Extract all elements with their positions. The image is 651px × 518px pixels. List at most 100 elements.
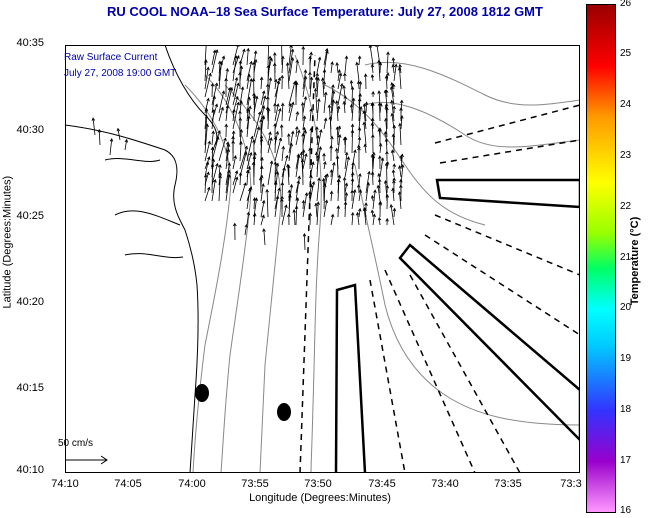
- current-vector-arrow: [343, 136, 348, 154]
- colorbar-tick: 24: [620, 99, 632, 110]
- current-vector-arrow: [252, 61, 256, 82]
- current-vector-arrow: [259, 76, 264, 90]
- current-vector-arrow: [295, 125, 299, 138]
- y-tick-label: 40:15: [16, 382, 44, 394]
- current-vector-arrow: [225, 173, 231, 202]
- current-vector-arrow: [392, 179, 396, 194]
- current-vector-arrow: [322, 152, 326, 162]
- current-vector-arrow: [365, 170, 371, 194]
- current-vector-arrow: [330, 84, 335, 106]
- current-vector-arrow: [337, 134, 342, 154]
- current-vector-arrow: [232, 45, 240, 66]
- current-vector-arrow: [233, 222, 237, 241]
- current-vector-arrow: [393, 63, 398, 82]
- current-vector-arrow: [218, 171, 222, 186]
- current-vector-arrow: [350, 189, 354, 202]
- current-vector-arrow: [308, 212, 313, 226]
- current-vectors: [91, 45, 405, 251]
- current-vector-arrow: [273, 122, 277, 138]
- map-plot: [65, 45, 580, 473]
- current-vector-arrow: [365, 181, 371, 202]
- current-vector-arrow: [344, 55, 349, 74]
- current-vector-arrow: [239, 145, 248, 170]
- current-vector-arrow: [281, 204, 288, 226]
- current-vector-arrow: [204, 123, 209, 154]
- current-vector-arrow: [301, 132, 305, 154]
- current-vector-arrow: [204, 114, 209, 146]
- current-vector-arrow: [294, 205, 299, 226]
- current-vector-arrow: [378, 201, 382, 218]
- current-vector-arrow: [279, 124, 284, 138]
- current-vector-arrow: [391, 133, 396, 154]
- current-vector-arrow: [308, 190, 312, 210]
- current-vector-arrow: [232, 55, 238, 82]
- current-vector-arrow: [260, 214, 265, 226]
- legend-line-1: Raw Surface Current: [64, 52, 158, 63]
- current-vector-arrow: [390, 81, 395, 98]
- current-vector-arrow: [309, 183, 313, 194]
- current-vector-arrow: [329, 144, 333, 162]
- current-vector-arrow: [116, 127, 121, 141]
- current-vector-arrow: [309, 174, 313, 186]
- coastline: [65, 45, 218, 473]
- current-vector-arrow: [335, 126, 340, 146]
- current-vector-arrow: [316, 129, 323, 154]
- current-vector-arrow: [390, 99, 395, 122]
- current-vector-arrow: [273, 161, 278, 186]
- bathymetry-contours: [184, 54, 580, 473]
- current-vector-arrow: [391, 187, 395, 202]
- current-vector-arrow: [362, 121, 367, 146]
- dashed-lines: [299, 54, 580, 473]
- current-vector-arrow: [285, 62, 290, 90]
- current-vector-arrow: [204, 107, 209, 130]
- current-vector-arrow: [244, 223, 249, 236]
- current-vector-arrow: [231, 140, 235, 162]
- current-vector-arrow: [302, 192, 309, 218]
- current-vector-arrow: [316, 77, 320, 98]
- current-vector-arrow: [344, 156, 350, 178]
- current-vector-arrow: [386, 72, 390, 82]
- current-vector-arrow: [288, 101, 295, 122]
- colorbar-tick: 23: [620, 150, 632, 161]
- current-vector-arrow: [204, 186, 211, 202]
- current-vector-arrow: [342, 176, 347, 202]
- current-vector-arrow: [253, 58, 258, 74]
- current-vector-arrow: [280, 102, 285, 122]
- current-vector-arrow: [316, 134, 320, 146]
- current-vector-arrow: [288, 103, 292, 114]
- current-vector-arrow: [315, 126, 319, 138]
- current-vector-arrow: [246, 60, 253, 82]
- current-vector-arrow: [238, 71, 242, 90]
- y-tick-label: 40:20: [16, 296, 44, 308]
- current-vector-arrow: [351, 161, 355, 178]
- current-vector-arrow: [204, 161, 210, 178]
- current-vector-arrow: [377, 90, 381, 106]
- current-vector-arrow: [357, 55, 362, 66]
- current-vector-arrow: [232, 170, 239, 186]
- current-vector-arrow: [330, 213, 335, 226]
- current-vector-arrow: [336, 105, 341, 114]
- current-vector-arrow: [337, 68, 341, 82]
- current-vector-arrow: [399, 184, 403, 202]
- colorbar-tick: 22: [620, 201, 632, 212]
- current-vector-arrow: [260, 199, 266, 218]
- current-vector-arrow: [397, 191, 402, 210]
- current-vector-arrow: [302, 115, 307, 130]
- current-vector-arrow: [390, 149, 395, 162]
- current-vector-arrow: [251, 161, 256, 186]
- current-vector-arrow: [295, 110, 300, 122]
- current-vector-arrow: [259, 165, 264, 178]
- current-vector-arrow: [309, 180, 316, 202]
- current-vector-arrow: [300, 101, 305, 122]
- current-vector-arrow: [246, 211, 251, 226]
- current-vector-arrow: [308, 71, 312, 90]
- current-vector-arrow: [398, 122, 402, 146]
- current-vector-arrow: [295, 175, 301, 202]
- current-vector-arrow: [385, 193, 390, 210]
- current-vector-arrow: [329, 190, 334, 202]
- current-vector-arrow: [211, 162, 219, 186]
- current-vector-arrow: [218, 106, 224, 122]
- plot-frame: [65, 45, 580, 473]
- current-vector-arrow: [280, 74, 285, 90]
- legend-line-2: July 27, 2008 19:00 GMT: [64, 68, 177, 79]
